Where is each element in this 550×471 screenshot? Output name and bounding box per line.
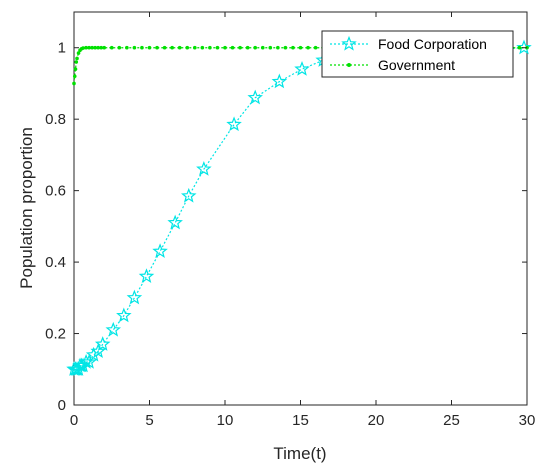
data-point-government <box>132 45 137 50</box>
x-tick-label: 25 <box>443 412 460 429</box>
data-point-government <box>140 45 144 50</box>
y-tick-label: 0.2 <box>45 326 66 343</box>
data-point-government <box>117 45 122 50</box>
data-point-food-corporation <box>75 357 91 373</box>
data-point-government <box>223 45 227 50</box>
data-point-food-corporation <box>294 61 310 76</box>
axes-layer: 0 5 10 15 20 25 30 0 0.2 0.4 0.6 0.8 1 <box>45 12 535 429</box>
data-point-food-corporation <box>226 116 242 132</box>
legend-label-food-corporation: Food Corporation <box>378 36 487 52</box>
data-point-food-corporation <box>271 73 288 89</box>
data-point-food-corporation <box>181 187 197 203</box>
data-point-government <box>253 45 257 50</box>
data-point-food-corporation <box>90 343 106 359</box>
data-point-government <box>93 45 97 50</box>
data-point-government <box>208 45 212 50</box>
data-point-food-corporation <box>116 307 132 323</box>
data-point-food-corporation <box>138 268 155 283</box>
data-point-government <box>291 45 295 50</box>
data-point-government <box>283 45 288 50</box>
data-point-government <box>193 45 197 50</box>
x-axis-label: Time(t) <box>273 444 326 463</box>
data-point-government <box>517 45 522 50</box>
data-point-government <box>230 45 235 50</box>
data-point-government <box>147 45 152 50</box>
data-point-food-corporation <box>152 243 168 258</box>
data-point-government <box>200 45 205 50</box>
data-point-government <box>306 45 310 50</box>
x-tick-label: 0 <box>70 412 78 429</box>
data-point-government <box>260 45 265 50</box>
legend-marker-food-corporation <box>341 35 357 51</box>
y-tick-label: 0.4 <box>45 254 66 271</box>
legend: Food Corporation Government <box>321 30 514 78</box>
data-point-food-corporation <box>94 336 111 351</box>
y-tick-label: 0 <box>58 397 66 414</box>
data-point-government <box>162 45 167 50</box>
y-tick-label: 1 <box>58 40 66 57</box>
data-point-government <box>238 45 242 50</box>
data-point-government <box>72 74 77 79</box>
data-point-government <box>155 45 159 50</box>
data-point-government <box>96 45 100 50</box>
data-point-government <box>102 45 106 50</box>
data-point-government <box>73 67 78 71</box>
data-point-government <box>87 45 91 50</box>
data-point-food-corporation <box>516 39 532 55</box>
series-food-corporation <box>66 39 532 376</box>
legend-label-government: Government <box>378 57 455 73</box>
data-point-food-corporation <box>247 89 263 105</box>
data-point-government <box>298 45 303 50</box>
data-point-government <box>74 60 79 64</box>
data-point-government <box>76 51 81 55</box>
data-point-government <box>81 46 85 50</box>
x-tick-label: 5 <box>145 412 153 429</box>
data-point-government <box>84 45 88 50</box>
data-point-government <box>90 45 94 50</box>
data-point-government <box>75 56 79 61</box>
x-tick-label: 10 <box>217 412 234 429</box>
y-axis-label: Population proportion <box>17 127 36 289</box>
data-point-government <box>268 45 273 50</box>
data-point-government <box>276 45 280 50</box>
data-point-food-corporation <box>81 353 97 369</box>
data-point-government <box>177 45 182 50</box>
data-point-government <box>313 45 318 50</box>
x-tick-label: 15 <box>292 412 309 429</box>
x-tick-label: 20 <box>368 412 385 429</box>
data-point-government <box>215 45 220 50</box>
data-point-government <box>170 45 174 50</box>
data-point-government <box>109 45 114 50</box>
data-point-food-corporation <box>105 321 122 337</box>
data-point-government <box>245 45 250 50</box>
x-tick-label: 30 <box>519 412 536 429</box>
data-point-government <box>72 81 76 86</box>
data-point-government <box>125 45 129 50</box>
data-point-food-corporation <box>126 289 143 305</box>
data-point-government <box>185 45 190 50</box>
legend-box <box>321 30 514 78</box>
data-point-food-corporation <box>167 214 183 230</box>
y-tick-label: 0.6 <box>45 183 66 200</box>
data-point-government <box>99 45 103 50</box>
legend-marker-government <box>347 63 351 67</box>
data-point-food-corporation <box>196 161 212 176</box>
y-tick-label: 0.8 <box>45 111 66 128</box>
